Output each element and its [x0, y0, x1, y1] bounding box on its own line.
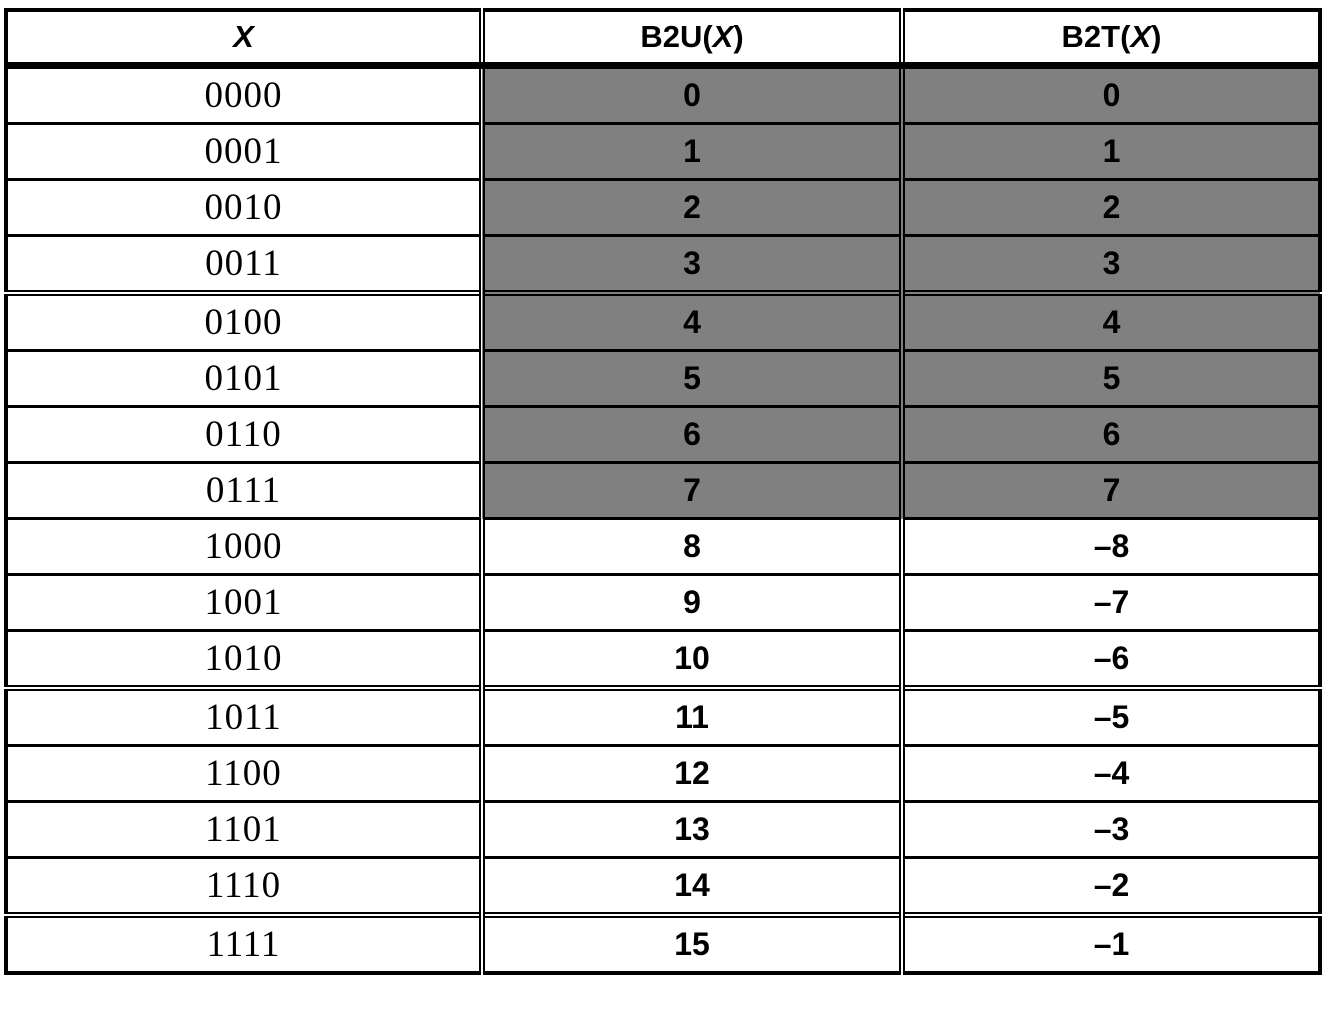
table-row: 1110 14 –2: [4, 856, 1322, 917]
x-cell: 0010: [4, 178, 485, 237]
b2t-cell: 2: [900, 178, 1322, 237]
b2t-cell: –7: [900, 573, 1322, 632]
b2u-cell: 9: [480, 573, 905, 632]
b2t-cell: 0: [900, 64, 1322, 125]
table-row: 0100 4 4: [4, 290, 1322, 352]
table-row: 0010 2 2: [4, 178, 1322, 237]
table-row: 0011 3 3: [4, 234, 1322, 295]
table-row: 0001 1 1: [4, 122, 1322, 181]
b2u-cell: 8: [480, 517, 905, 576]
b2u-cell: 12: [480, 744, 905, 803]
table-row: 1000 8 –8: [4, 517, 1322, 576]
header-b2u: B2U(X): [480, 8, 905, 67]
b2t-cell: –6: [900, 629, 1322, 690]
x-cell: 0011: [4, 234, 485, 295]
x-cell: 1011: [4, 685, 485, 747]
b2t-cell: 1: [900, 122, 1322, 181]
table-row: 0111 7 7: [4, 461, 1322, 520]
table-row: 1111 15 –1: [4, 912, 1322, 975]
b2u-cell: 11: [480, 685, 905, 747]
x-cell: 1101: [4, 800, 485, 859]
x-cell: 0000: [4, 64, 485, 125]
table-row: 1101 13 –3: [4, 800, 1322, 859]
b2t-cell: –3: [900, 800, 1322, 859]
b2t-cell: –5: [900, 685, 1322, 747]
x-cell: 0110: [4, 405, 485, 464]
b2t-cell: –1: [900, 912, 1322, 975]
b2u-cell: 1: [480, 122, 905, 181]
table-row: 0000 0 0: [4, 64, 1322, 125]
table-row: 1001 9 –7: [4, 573, 1322, 632]
header-b2t: B2T(X): [900, 8, 1322, 67]
table-row: 1011 11 –5: [4, 685, 1322, 747]
b2u-cell: 10: [480, 629, 905, 690]
table-row: 0110 6 6: [4, 405, 1322, 464]
b2u-cell: 7: [480, 461, 905, 520]
b2u-cell: 2: [480, 178, 905, 237]
table-row: 1010 10 –6: [4, 629, 1322, 690]
b2u-cell: 4: [480, 290, 905, 352]
x-cell: 1010: [4, 629, 485, 690]
x-cell: 1001: [4, 573, 485, 632]
x-cell: 1000: [4, 517, 485, 576]
b2u-cell: 3: [480, 234, 905, 295]
x-cell: 0101: [4, 349, 485, 408]
b2t-cell: –4: [900, 744, 1322, 803]
x-cell: 1100: [4, 744, 485, 803]
b2u-cell: 0: [480, 64, 905, 125]
b2t-cell: 3: [900, 234, 1322, 295]
b2t-cell: 7: [900, 461, 1322, 520]
x-cell: 0111: [4, 461, 485, 520]
b2u-b2t-table: X B2U(X) B2T(X) 0000 0 0 0001 1 1 0010 2…: [4, 8, 1322, 975]
b2u-cell: 13: [480, 800, 905, 859]
b2t-cell: –8: [900, 517, 1322, 576]
b2u-cell: 5: [480, 349, 905, 408]
header-x: X: [4, 8, 485, 67]
b2u-cell: 14: [480, 856, 905, 917]
x-cell: 1111: [4, 912, 485, 975]
x-cell: 1110: [4, 856, 485, 917]
table-row: 0101 5 5: [4, 349, 1322, 408]
b2t-cell: 6: [900, 405, 1322, 464]
b2t-cell: 5: [900, 349, 1322, 408]
x-cell: 0100: [4, 290, 485, 352]
b2t-cell: 4: [900, 290, 1322, 352]
table-row: 1100 12 –4: [4, 744, 1322, 803]
x-cell: 0001: [4, 122, 485, 181]
b2t-cell: –2: [900, 856, 1322, 917]
b2u-cell: 15: [480, 912, 905, 975]
header-row: X B2U(X) B2T(X): [4, 8, 1322, 67]
b2u-cell: 6: [480, 405, 905, 464]
